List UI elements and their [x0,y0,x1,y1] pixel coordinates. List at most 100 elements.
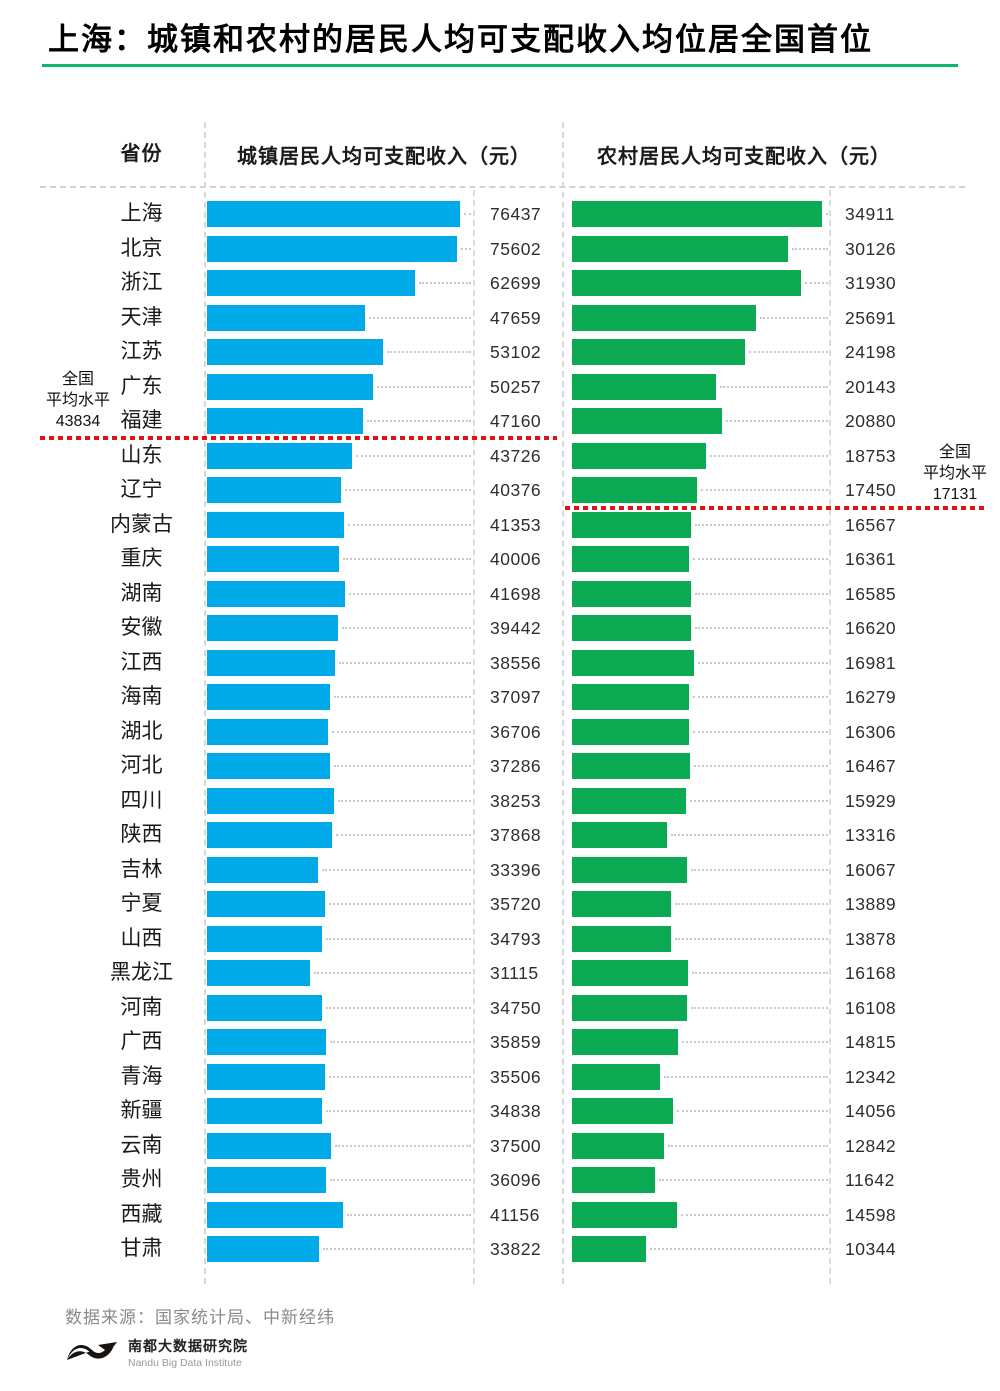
urban-value-axis-line [473,190,475,1284]
province-label: 湖南 [120,581,163,605]
rural-value: 10344 [845,1239,897,1259]
urban-cell: 33822 [205,1232,563,1267]
table-row: 辽宁 40376 17450 [40,473,965,508]
urban-bar [207,753,330,779]
urban-bar [207,994,322,1021]
province-label: 广东 [120,374,163,398]
rural-bar [572,580,691,607]
rural-cell: 16168 [563,956,965,991]
urban-bar [207,546,339,572]
leader-line [726,420,828,422]
rural-bar [572,925,671,952]
urban-bar [207,718,328,745]
urban-bar [207,1236,319,1262]
leader-line [710,454,828,457]
rural-cell: 16067 [563,853,965,888]
province-label: 贵州 [120,1168,163,1191]
urban-bar [207,477,341,503]
urban-cell: 41698 [205,577,563,612]
leader-line [342,627,471,629]
urban-cell: 35720 [205,887,563,922]
rural-bar [572,994,687,1021]
column-divider-left [204,122,206,1284]
rural-cell: 16306 [563,715,965,750]
rural-value: 12342 [845,1066,897,1087]
urban-cell: 47659 [205,301,563,336]
rural-bar [572,1201,677,1228]
rural-bar [572,1132,664,1159]
leader-line [326,1006,471,1009]
urban-value: 41353 [490,514,542,535]
urban-bar [207,201,460,227]
leader-line [338,799,471,802]
rural-bar [572,1098,673,1124]
urban-cell: 34793 [205,922,563,957]
urban-value: 41156 [490,1204,540,1225]
urban-bar [207,925,322,952]
urban-bar [207,1201,343,1228]
urban-value: 34838 [490,1101,542,1121]
table-row: 湖北 36706 16306 [40,715,965,750]
urban-cell: 75602 [205,232,563,267]
rural-value: 13878 [845,928,897,949]
rural-average-value: 17131 [932,486,978,503]
rural-bar [572,856,687,883]
province-label: 江西 [120,650,163,674]
leader-line [323,1248,471,1250]
urban-average-line [40,436,557,440]
rural-value: 24198 [845,342,897,362]
rural-value-axis-line [829,190,831,1284]
rural-cell: 17450 [563,473,965,508]
rural-cell: 25691 [563,301,965,336]
leader-line [691,1006,828,1009]
province-label: 北京 [120,236,163,260]
urban-bar [207,684,330,710]
table-row: 山西 34793 13878 [40,922,965,957]
table-row: 山东 43726 18753 [40,439,965,474]
urban-value: 47659 [490,307,542,328]
leader-line [675,937,828,940]
urban-value: 34750 [490,997,542,1018]
province-label: 上海 [120,202,163,225]
rural-average-line [565,506,985,510]
urban-value: 50257 [490,376,542,397]
table-row: 宁夏 35720 13889 [40,887,965,922]
table-row: 陕西 37868 13316 [40,818,965,853]
province-label: 安徽 [120,616,163,639]
leader-line [805,282,828,284]
rural-bar [572,408,722,434]
urban-value: 38556 [490,652,542,673]
province-label: 黑龙江 [110,961,173,984]
urban-bar [207,511,344,538]
urban-value: 41698 [490,583,542,604]
urban-cell: 50257 [205,370,563,405]
table-header: 省份 城镇居民人均可支配收入（元） 农村居民人均可支配收入（元） [40,122,965,186]
leader-line [369,316,471,319]
leader-line [650,1248,828,1250]
leader-line [693,558,828,560]
rural-bar [572,1029,678,1055]
leader-line [681,1213,828,1216]
province-label: 海南 [120,685,163,708]
leader-line [330,1179,471,1181]
rural-value: 16567 [845,514,897,535]
rural-cell: 16279 [563,680,965,715]
leader-line [387,351,471,353]
rural-average-annotation: 全国 平均水平 17131 [913,442,997,505]
leader-line [367,420,471,422]
leader-line [330,1041,471,1043]
leader-line [326,1110,471,1112]
leader-line [695,627,828,629]
leader-line [335,1144,471,1147]
rural-cell: 16467 [563,749,965,784]
table-row: 河南 34750 16108 [40,991,965,1026]
rural-cell: 30126 [563,232,965,267]
urban-value: 31115 [490,963,539,983]
urban-cell: 47160 [205,404,563,439]
rural-cell: 18753 [563,439,965,474]
urban-bar [207,787,334,814]
leader-line [461,247,471,250]
table-row: 北京 75602 30126 [40,232,965,267]
urban-cell: 41156 [205,1198,563,1233]
